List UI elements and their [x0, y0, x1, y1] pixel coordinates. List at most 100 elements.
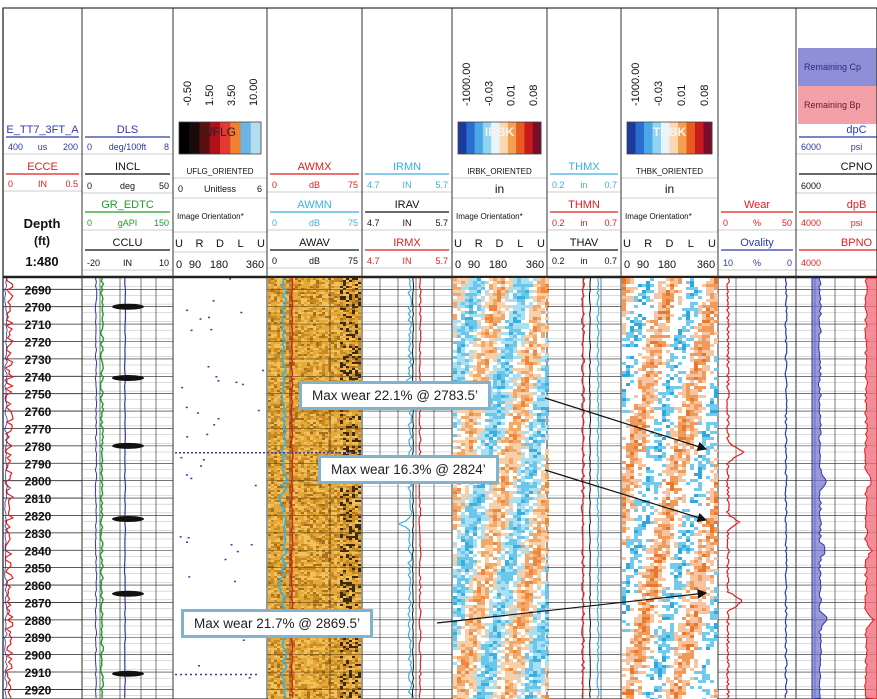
image-name: UFLG: [204, 125, 236, 139]
scale-max: 50: [782, 218, 792, 228]
curve-name: Wear: [744, 199, 770, 211]
orientation-dir: D: [666, 238, 674, 250]
curve-name: IRAV: [395, 199, 421, 211]
depth-tick-label: 2690: [25, 283, 52, 297]
colorbar-swatch: [466, 122, 476, 154]
depth-tick-label: 2810: [25, 492, 52, 506]
colorbar-swatch: [499, 122, 509, 154]
orientation-label: Image Orientation*: [625, 212, 692, 221]
dpb-fill: [863, 278, 877, 699]
image-curve-name: IRBK_ORIENTED: [467, 167, 532, 176]
scale-unit: IN: [403, 180, 412, 190]
ecce-curve: [4, 278, 15, 699]
orientation-label: Image Orientation*: [456, 212, 523, 221]
curve-name: IRMX: [393, 237, 421, 249]
colorbar-swatch: [507, 122, 517, 154]
scale-unit: IN: [403, 218, 412, 228]
depth-tick-label: 2860: [25, 579, 52, 593]
image-tick: -1000.00: [630, 63, 642, 106]
colorbar-swatch: [661, 122, 670, 154]
curve-name: GR_EDTC: [101, 199, 154, 211]
collar-spike: [112, 590, 144, 597]
orientation-dir: R: [196, 238, 204, 250]
scale-max: 5.7: [435, 180, 448, 190]
scale-unit: %: [753, 218, 761, 228]
colorbar-swatch: [230, 122, 241, 154]
image-tick: -0.50: [182, 81, 194, 106]
orientation-degree: 180: [658, 259, 676, 271]
orientation-degree: 90: [468, 259, 480, 271]
scale-max: 0.5: [65, 179, 78, 189]
scale-min: 4000: [801, 258, 821, 268]
collar-spike: [112, 442, 144, 449]
depth-tick-label: 2920: [25, 683, 52, 697]
curve-name: CPNO: [841, 161, 873, 173]
depth-tick-label: 2830: [25, 527, 52, 541]
orientation-dir: D: [216, 238, 224, 250]
depth-tick-label: 2790: [25, 457, 52, 471]
depth-tick-label: 2900: [25, 649, 52, 663]
colorbar-swatch: [678, 122, 687, 154]
scale-max: 75: [348, 256, 358, 266]
irmx-curve: [418, 278, 422, 699]
orientation-dir: U: [708, 238, 716, 250]
colorbar: [626, 121, 713, 155]
scale-min: 6000: [801, 181, 821, 191]
scale-unit: in: [665, 182, 674, 196]
scale-min: 0: [87, 218, 92, 228]
colorbar-swatch: [491, 122, 500, 154]
scale-max: 0.7: [604, 256, 617, 266]
image-tick: 0.08: [699, 85, 711, 106]
ovality-curve: [784, 278, 788, 699]
uflg-points: [175, 278, 361, 679]
orientation-degree: 0: [624, 259, 630, 271]
scale-max: 10: [159, 258, 169, 268]
depth-tick-label: 2710: [25, 318, 52, 332]
scale-unit: dB: [309, 256, 320, 266]
depth-tick-label: 2770: [25, 422, 52, 436]
colorbar-swatch: [524, 122, 534, 154]
colorbar-swatch: [179, 122, 190, 154]
colorbar: [457, 121, 542, 155]
scale-max: 0.7: [604, 180, 617, 190]
curve-name: E_TT7_3FT_A: [6, 124, 79, 136]
collar-spike: [112, 670, 144, 677]
scale-min: 6000: [801, 142, 821, 152]
scale-max: 150: [154, 218, 169, 228]
scale-min: 0: [178, 184, 183, 194]
colorbar-swatch: [516, 122, 525, 154]
orientation-dir: D: [496, 238, 504, 250]
scale-unit: IN: [403, 256, 412, 266]
annotation-3: Max wear 21.7% @ 2869.5’: [181, 609, 374, 638]
colorbar-swatch: [220, 122, 231, 154]
orientation-dir: L: [517, 238, 523, 250]
scale-min: 0: [272, 256, 277, 266]
scale-min: 0.2: [552, 218, 565, 228]
colorbar-swatch: [652, 122, 662, 154]
image-track-THBK: [622, 278, 718, 699]
collar-spike: [112, 375, 144, 382]
image-curve-name: UFLG_ORIENTED: [186, 167, 253, 176]
curve-name: dpC: [846, 124, 866, 136]
irav-curve: [411, 278, 415, 699]
curve-name: BPNO: [841, 237, 873, 249]
scale-unit: psi: [851, 218, 863, 228]
scale-min: 4.7: [367, 218, 380, 228]
scale-max: 8: [164, 142, 169, 152]
image-curve-name: THBK_ORIENTED: [636, 167, 703, 176]
curve-name: THMN: [568, 199, 600, 211]
depth-tick-label: 2880: [25, 614, 52, 628]
curve-name: DLS: [117, 124, 138, 136]
annotation-arrow-2: [544, 469, 708, 523]
annotation-1: Max wear 22.1% @ 2783.5’: [299, 381, 492, 410]
curve-name: CCLU: [113, 237, 143, 249]
image-tick: -0.03: [653, 81, 665, 106]
scale-min: 10: [723, 258, 733, 268]
scale-unit: %: [753, 258, 761, 268]
depth-tick-label: 2760: [25, 405, 52, 419]
depth-unit: (ft): [34, 234, 50, 248]
orientation-dir: R: [644, 238, 652, 250]
image-tick: 0.01: [506, 85, 518, 106]
scale-min: 4.7: [367, 180, 380, 190]
orientation-dir: R: [475, 238, 483, 250]
